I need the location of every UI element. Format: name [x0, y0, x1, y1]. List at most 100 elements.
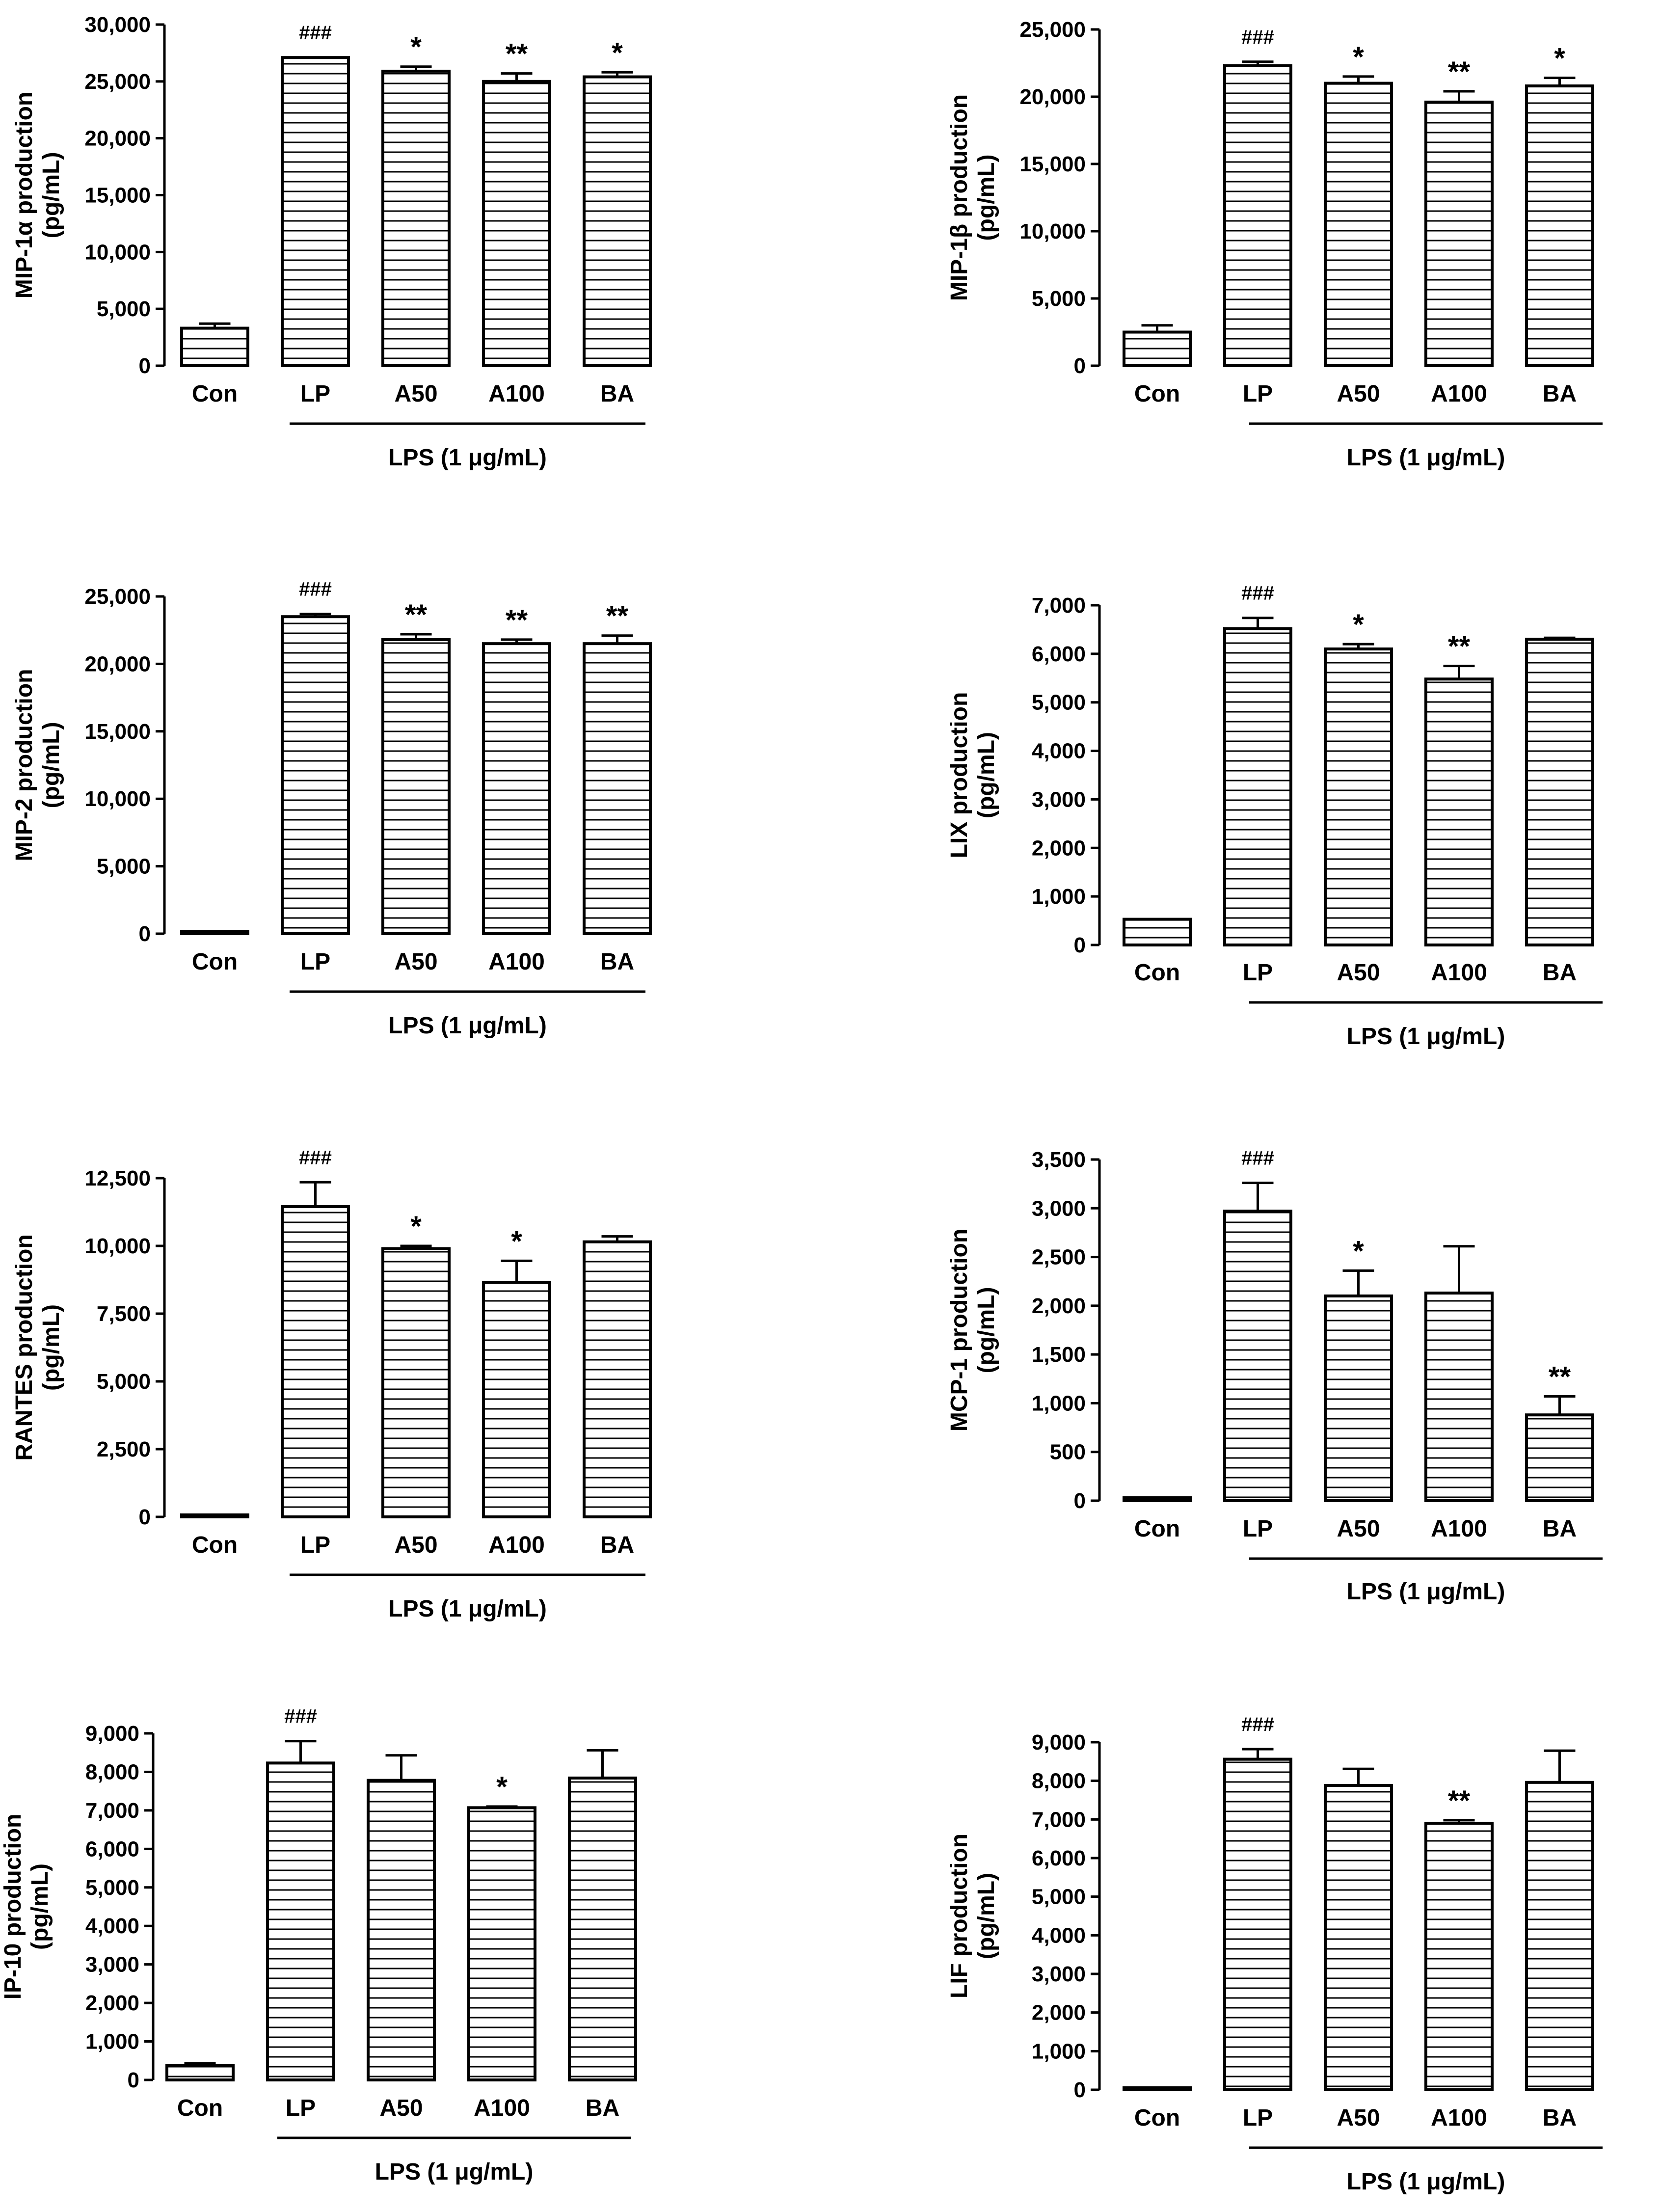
y-axis-unit: (pg/mL): [973, 1873, 999, 1959]
significance-star-label: *: [511, 1225, 522, 1257]
x-category-label: Con: [1134, 381, 1180, 407]
bar-a50: [381, 638, 451, 936]
bar-con: [1123, 1496, 1192, 1503]
x-category-label: A100: [488, 949, 545, 975]
bar-a100: [482, 1281, 551, 1519]
bar-lp: [281, 56, 350, 367]
x-category-label: LP: [300, 1532, 330, 1558]
significance-hash-label: ###: [299, 1147, 332, 1168]
bar-ba: [1525, 638, 1594, 946]
x-category-label: A100: [488, 1532, 545, 1558]
x-category-label: LP: [286, 2095, 316, 2121]
x-category-label: A50: [1337, 2105, 1380, 2131]
y-tick-label: 2,000: [1032, 1294, 1086, 1318]
y-tick-label: 0: [1074, 1489, 1086, 1513]
x-category-label: BA: [586, 2095, 619, 2121]
bar-lp: [1223, 627, 1292, 946]
bar-con: [1123, 2086, 1192, 2091]
x-category-label: BA: [600, 949, 634, 975]
y-axis-title: IP-10 production: [0, 1814, 26, 2000]
x-category-label: Con: [192, 381, 238, 407]
bar-a100: [482, 642, 551, 936]
y-tick-label: 1,500: [1032, 1343, 1086, 1367]
lps-group-label: LPS (1 μg/mL): [1347, 2169, 1505, 2195]
y-tick-label: 5,000: [85, 1876, 139, 1900]
y-tick-label: 4,000: [1032, 739, 1086, 763]
lps-group-label: LPS (1 μg/mL): [388, 445, 547, 471]
y-tick-label: 9,000: [85, 1722, 139, 1746]
bar-ba: [583, 642, 652, 936]
x-category-label: Con: [177, 2095, 223, 2121]
bar-ba: [1525, 1413, 1594, 1502]
significance-hash-label: ###: [1241, 1148, 1274, 1169]
y-axis-unit: (pg/mL): [27, 1863, 53, 1950]
y-tick-label: 500: [1050, 1440, 1086, 1464]
lps-group-label: LPS (1 μg/mL): [1347, 1024, 1505, 1050]
y-tick-label: 6,000: [1032, 1846, 1086, 1870]
y-tick-label: 5,000: [97, 1370, 151, 1394]
significance-star-label: *: [612, 37, 623, 69]
bar-a100: [467, 1806, 536, 2081]
y-tick-label: 0: [128, 2068, 139, 2092]
x-category-label: A50: [1337, 381, 1380, 407]
significance-star-label: **: [405, 599, 428, 631]
chart-panel-0: 0 5,000 10,000 15,000 20,000 25,000 30,000 MIP-…: [11, 13, 652, 471]
y-tick-label: 2,000: [85, 1991, 139, 2015]
bar-ba: [1525, 84, 1594, 367]
bar-a50: [381, 69, 451, 367]
bar-a50: [1324, 647, 1393, 946]
x-category-label: BA: [1543, 381, 1577, 407]
y-axis-title: RANTES production: [11, 1234, 37, 1460]
y-tick-label: 0: [139, 354, 151, 378]
y-axis-unit: (pg/mL): [38, 152, 64, 239]
x-category-label: A50: [1337, 1516, 1380, 1542]
bar-con: [165, 2064, 235, 2081]
y-tick-label: 25,000: [1019, 18, 1086, 42]
y-tick-label: 30,000: [84, 13, 151, 37]
x-category-label: A50: [1337, 960, 1380, 986]
significance-star-label: **: [1448, 56, 1471, 88]
x-category-label: Con: [1134, 2105, 1180, 2131]
x-category-label: Con: [192, 949, 238, 975]
bar-ba: [583, 75, 652, 368]
x-category-label: Con: [1134, 1516, 1180, 1542]
y-tick-label: 15,000: [84, 720, 151, 744]
bar-a100: [1424, 1822, 1494, 2091]
significance-star-label: **: [506, 604, 528, 636]
x-category-label: A100: [1431, 1516, 1487, 1542]
significance-hash-label: ###: [284, 1706, 317, 1727]
x-category-label: LP: [1243, 2105, 1273, 2131]
x-category-label: A50: [394, 381, 437, 407]
significance-hash-label: ###: [1241, 1714, 1274, 1735]
y-tick-label: 9,000: [1032, 1730, 1086, 1754]
y-tick-label: 8,000: [85, 1760, 139, 1784]
bar-a50: [1324, 1784, 1393, 2091]
bar-lp: [281, 1205, 350, 1518]
x-category-label: BA: [1543, 2105, 1577, 2131]
y-axis-unit: (pg/mL): [38, 1304, 64, 1391]
significance-star-label: *: [410, 31, 422, 63]
chart-panel-4: 0 2,500 5,000 7,500 10,000 12,500 RANTES produ…: [11, 1147, 652, 1622]
bar-con: [1123, 330, 1192, 367]
y-tick-label: 3,500: [1032, 1148, 1086, 1172]
x-category-label: BA: [1543, 960, 1577, 986]
y-tick-label: 25,000: [84, 585, 151, 609]
x-category-label: Con: [192, 1532, 238, 1558]
y-tick-label: 1,000: [1032, 1391, 1086, 1415]
bar-lp: [281, 615, 350, 935]
significance-star-label: *: [496, 1771, 508, 1803]
bar-con: [1123, 917, 1192, 946]
y-tick-label: 15,000: [1019, 152, 1086, 176]
x-category-label: LP: [300, 381, 330, 407]
y-axis-unit: (pg/mL): [38, 722, 64, 809]
y-tick-label: 3,000: [1032, 787, 1086, 811]
significance-star-label: **: [606, 600, 629, 632]
x-category-label: BA: [600, 381, 634, 407]
y-tick-label: 1,000: [85, 2030, 139, 2054]
y-tick-label: 1,000: [1032, 2039, 1086, 2063]
significance-star-label: **: [1448, 631, 1471, 663]
y-tick-label: 5,000: [97, 297, 151, 321]
chart-panel-6: 0 1,000 2,000 3,000 4,000 5,000 6,000 7,000 8,00…: [0, 1706, 637, 2185]
significance-star-label: **: [1549, 1361, 1571, 1393]
